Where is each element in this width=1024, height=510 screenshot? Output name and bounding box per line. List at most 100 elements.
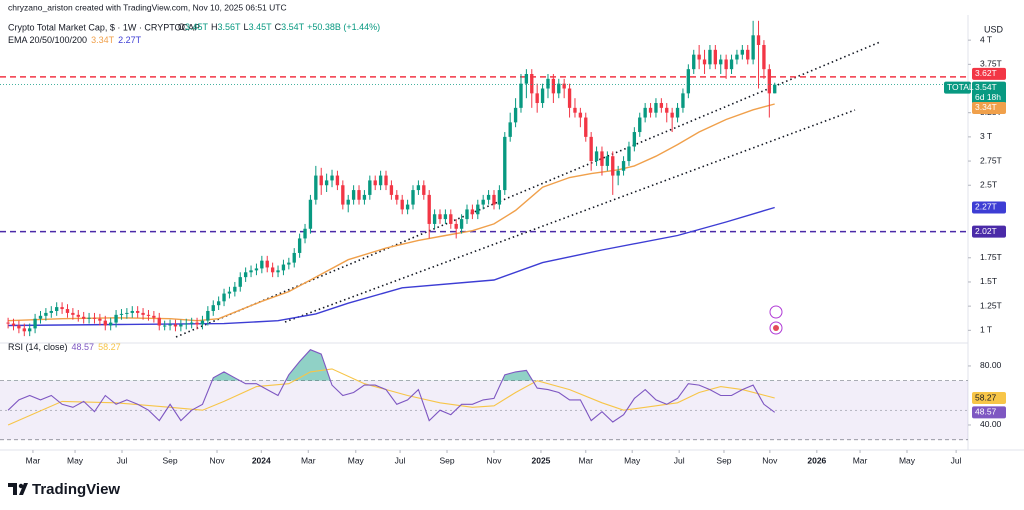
candle-body xyxy=(168,324,172,326)
candle-body xyxy=(346,199,350,205)
x-tick-label: Sep xyxy=(162,455,177,465)
x-tick-label: Mar xyxy=(301,455,316,465)
rsi-tag-bg xyxy=(972,406,1006,419)
candle-body xyxy=(38,315,43,319)
candle-body xyxy=(60,307,64,310)
candle-body xyxy=(6,322,10,324)
candle-body xyxy=(546,78,550,89)
candle-body xyxy=(109,322,113,326)
candle-body xyxy=(335,175,340,186)
x-tick-label: Nov xyxy=(762,455,778,465)
candle-body xyxy=(729,59,734,70)
candle-body xyxy=(470,209,475,215)
candle-body xyxy=(249,270,253,273)
candle-body xyxy=(508,122,512,137)
x-tick-label: Mar xyxy=(853,455,868,465)
event-icon xyxy=(769,305,783,319)
candle-body xyxy=(702,59,707,65)
candle-body xyxy=(184,323,188,325)
candle-body xyxy=(49,310,53,313)
candle-body xyxy=(762,44,766,70)
candle-body xyxy=(681,93,685,108)
candle-body xyxy=(600,151,604,166)
candle-body xyxy=(567,88,572,108)
candle-body xyxy=(632,132,637,147)
candle-body xyxy=(735,54,739,60)
rsi-y-tick-label: 40.00 xyxy=(980,419,1002,429)
candle-body xyxy=(362,194,367,200)
candle-body xyxy=(103,320,107,326)
candle-body xyxy=(438,214,442,220)
candle-body xyxy=(141,312,145,315)
x-tick-label: May xyxy=(899,455,916,465)
x-tick-label: Mar xyxy=(26,455,41,465)
candle-body xyxy=(28,328,32,332)
ohlc-value: 3.54T xyxy=(281,22,305,32)
candle-body xyxy=(87,317,91,319)
ema-legend: EMA 20/50/100/200 3.34T 2.27T xyxy=(8,35,142,45)
candle-body xyxy=(773,84,777,94)
candle-body xyxy=(130,310,134,313)
rsi-overbought-fill xyxy=(212,349,533,381)
candle-body xyxy=(627,146,631,162)
candle-body xyxy=(524,74,529,84)
candle-body xyxy=(697,54,701,60)
candle-body xyxy=(740,49,745,55)
x-tick-label: Jul xyxy=(951,455,962,465)
candle-body xyxy=(443,214,448,220)
candle-body xyxy=(195,322,199,325)
candle-body xyxy=(611,156,615,176)
candle-body xyxy=(233,286,237,292)
candle-body xyxy=(659,103,664,108)
hline-tag-bg xyxy=(972,67,1006,80)
candle-body xyxy=(584,117,588,137)
candle-body xyxy=(513,107,518,123)
candle-body xyxy=(562,83,566,89)
ohlc-key: H xyxy=(211,22,218,32)
candle-body xyxy=(114,314,118,323)
candle-body xyxy=(330,175,334,181)
candle-body xyxy=(389,185,394,195)
x-tick-label: 2026 xyxy=(807,455,826,465)
y-tick-label: 4 T xyxy=(980,34,992,44)
logo-dot xyxy=(18,483,24,489)
candle-body xyxy=(411,190,415,205)
hline-tag: 2.02T xyxy=(975,226,997,236)
ema-title: EMA 20/50/100/200 xyxy=(8,35,87,45)
candle-body xyxy=(254,268,259,271)
change: +50.38B (+1.44%) xyxy=(307,22,380,32)
candle-body xyxy=(670,112,674,118)
candle-body xyxy=(530,74,534,94)
event-icons xyxy=(769,305,783,335)
candle-body xyxy=(44,312,48,316)
candle-body xyxy=(476,204,480,215)
candle-body xyxy=(211,305,215,311)
ohlc-key: O xyxy=(178,22,185,32)
last-price-tag: 3.54T xyxy=(975,82,997,92)
candle-body xyxy=(146,314,151,316)
candle-body xyxy=(308,199,313,229)
candle-body xyxy=(179,324,183,327)
candle-body xyxy=(708,49,712,65)
attribution: chryzano_ariston created with TradingVie… xyxy=(8,2,287,12)
y-tick-label: 3 T xyxy=(980,131,992,141)
candle-body xyxy=(227,291,232,294)
trendline xyxy=(175,41,881,338)
candle-body xyxy=(71,312,75,315)
candle-body xyxy=(351,190,356,200)
candle-body xyxy=(503,136,507,191)
symbol-tag-bg xyxy=(944,81,971,94)
countdown: 6d 18h xyxy=(975,92,1001,102)
ema-line xyxy=(8,103,775,322)
candle-body xyxy=(638,117,642,133)
candle-body xyxy=(152,315,156,318)
candle-body xyxy=(319,175,323,186)
candle-body xyxy=(654,103,658,113)
candle-body xyxy=(119,313,124,315)
candle-body xyxy=(33,318,37,329)
rsi-tag: 58.27 xyxy=(975,392,997,402)
x-tick-label: Nov xyxy=(486,455,502,465)
x-tick-label: Nov xyxy=(209,455,225,465)
candle-body xyxy=(200,320,205,325)
candle-body xyxy=(648,107,653,113)
